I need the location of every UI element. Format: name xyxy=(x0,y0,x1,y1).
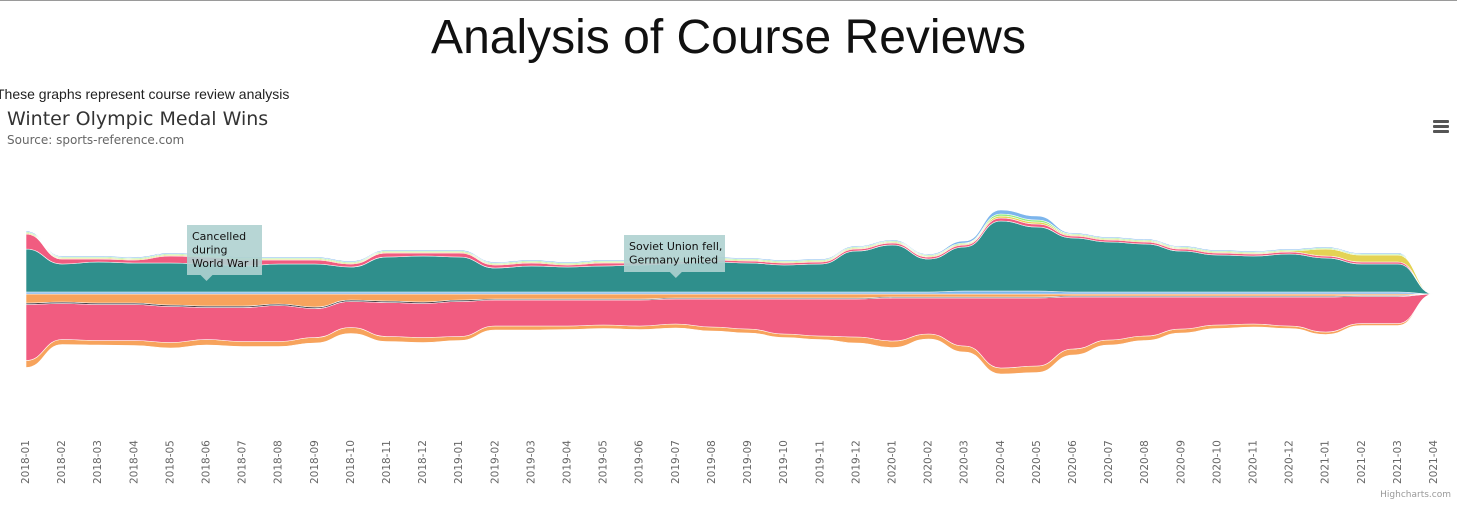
annotation-text: Germany united xyxy=(629,254,718,267)
x-tick-label: 2020-01 xyxy=(886,440,898,484)
x-axis: 2018-01 2018-02 2018-03 2018-04 2018-05 2018-… xyxy=(20,440,1440,484)
x-tick-label: 2020-06 xyxy=(1067,440,1079,484)
x-tick-label: 2019-12 xyxy=(850,440,862,484)
chart-subtitle: Source: sports-reference.com xyxy=(7,133,185,147)
x-tick-label: 2019-10 xyxy=(778,440,790,484)
streamgraph-chart: 2018-01 2018-02 2018-03 2018-04 2018-05 2018-… xyxy=(20,209,1440,484)
x-tick-label: 2019-08 xyxy=(706,440,718,484)
x-tick-label: 2019-01 xyxy=(453,440,465,484)
series-areas xyxy=(25,209,1435,375)
x-tick-label: 2018-05 xyxy=(164,440,176,484)
x-tick-label: 2018-04 xyxy=(128,440,140,484)
x-tick-label: 2020-05 xyxy=(1031,440,1043,484)
annotation-text: World War II xyxy=(192,257,258,270)
x-tick-label: 2019-05 xyxy=(598,440,610,484)
x-tick-label: 2020-08 xyxy=(1139,440,1151,484)
x-tick-label: 2019-09 xyxy=(742,440,754,484)
page-title: Analysis of Course Reviews xyxy=(431,11,1026,64)
x-tick-label: 2020-11 xyxy=(1247,440,1259,484)
x-tick-label: 2018-03 xyxy=(92,440,104,484)
x-tick-label: 2018-08 xyxy=(273,440,285,484)
x-tick-label: 2020-02 xyxy=(923,440,935,484)
x-tick-label: 2018-07 xyxy=(237,440,249,484)
x-tick-label: 2021-04 xyxy=(1428,440,1440,484)
x-tick-label: 2018-09 xyxy=(309,440,321,484)
annotation-text: Soviet Union fell, xyxy=(629,240,722,253)
annotation-label: Soviet Union fell,Germany united xyxy=(624,235,725,278)
x-tick-label: 2020-12 xyxy=(1284,440,1296,484)
x-tick-label: 2018-06 xyxy=(201,440,213,484)
x-tick-label: 2020-07 xyxy=(1103,440,1115,484)
annotation-text: during xyxy=(192,244,228,257)
credits-link[interactable]: Highcharts.com xyxy=(1380,490,1451,500)
x-tick-label: 2018-11 xyxy=(381,440,393,484)
intro-text: These graphs represent course review ana… xyxy=(0,86,290,102)
x-tick-label: 2019-06 xyxy=(634,440,646,484)
x-tick-label: 2018-01 xyxy=(20,440,32,484)
x-tick-label: 2021-03 xyxy=(1392,440,1404,484)
x-tick-label: 2021-02 xyxy=(1356,440,1368,484)
x-tick-label: 2020-09 xyxy=(1175,440,1187,484)
annotation-text: Cancelled xyxy=(192,230,246,243)
x-tick-label: 2018-10 xyxy=(345,440,357,484)
hamburger-menu-icon[interactable] xyxy=(1428,114,1454,138)
chart-title: Winter Olympic Medal Wins xyxy=(7,108,269,130)
x-tick-label: 2020-04 xyxy=(995,440,1007,484)
x-tick-label: 2020-03 xyxy=(959,440,971,484)
x-tick-label: 2021-01 xyxy=(1320,440,1332,484)
top-rule xyxy=(0,0,1457,1)
x-tick-label: 2020-10 xyxy=(1211,440,1223,484)
x-tick-label: 2018-12 xyxy=(417,440,429,484)
x-tick-label: 2018-02 xyxy=(56,440,68,484)
x-tick-label: 2019-02 xyxy=(489,440,501,484)
x-tick-label: 2019-07 xyxy=(670,440,682,484)
series-area-10[interactable] xyxy=(25,209,1435,295)
x-tick-label: 2019-04 xyxy=(562,440,574,484)
x-tick-label: 2019-03 xyxy=(525,440,537,484)
x-tick-label: 2019-11 xyxy=(814,440,826,484)
